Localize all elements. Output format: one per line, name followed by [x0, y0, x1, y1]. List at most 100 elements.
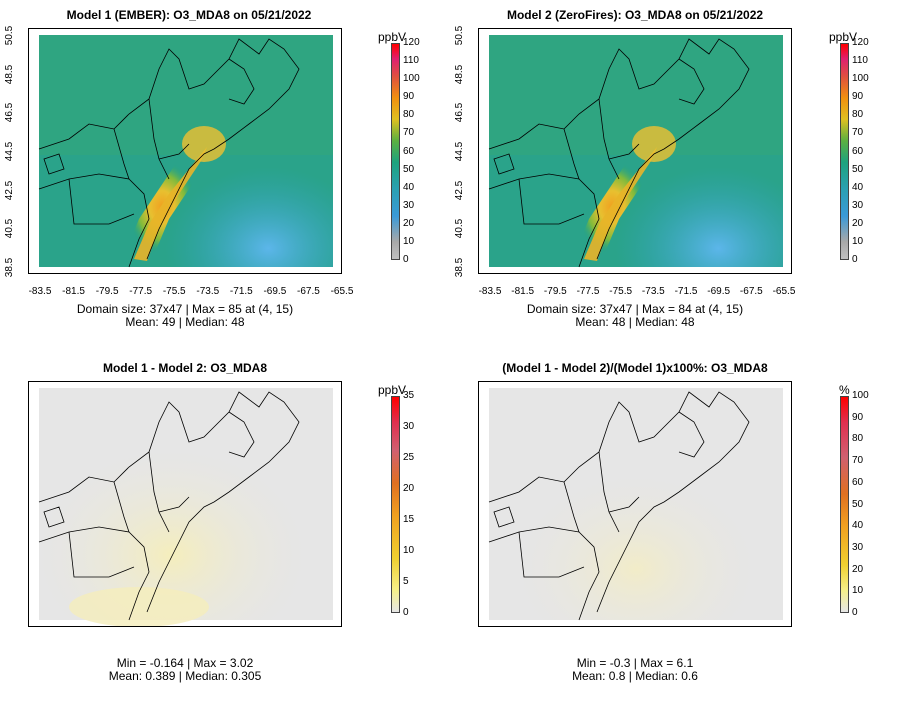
- panel-1-colorbar-tick: 110: [403, 55, 419, 67]
- panel-2-x-tick: -69.5: [707, 286, 731, 297]
- panel-2-colorbar-tick: 60: [852, 145, 864, 157]
- panel-1-y-tick: 42.5: [4, 180, 16, 200]
- panel-2-colorbar-tick: 50: [852, 163, 864, 175]
- panel-1-colorbar-tick: 30: [403, 199, 415, 211]
- panel-1-y-tick: 46.5: [4, 103, 16, 123]
- panel-4-colorbar-tick: 60: [852, 476, 864, 488]
- panel-1-y-tick: 50.5: [4, 25, 16, 46]
- panel-2-y-tick: 40.5: [454, 219, 466, 239]
- panel-2-colorbar-tick: 0: [852, 254, 858, 265]
- panel-1-colorbar-tick: 50: [403, 163, 415, 175]
- panel-3-borders: [38, 391, 300, 621]
- panel-4-colorbar-unit: %: [839, 383, 850, 397]
- panel-4-colorbar-tick: 10: [852, 585, 864, 597]
- panel-1-x-tick: -83.5: [28, 286, 52, 297]
- panel-1-x-tick: -65.5: [330, 286, 354, 297]
- panel-4-colorbar-tick: 80: [852, 433, 864, 445]
- panel-2-x-tick: -65.5: [772, 286, 796, 297]
- panel-2-x-tick: -79.5: [543, 286, 567, 297]
- panel-4-colorbar-tick: 50: [852, 498, 864, 510]
- panel-3-stats-line1: Min = -0.164 | Max = 3.02: [116, 656, 254, 670]
- panel-1-x-tick: -67.5: [297, 286, 320, 297]
- panel-4-stats-line2: Mean: 0.8 | Median: 0.6: [572, 669, 698, 683]
- panel-1-colorbar-tick: 40: [403, 181, 415, 193]
- panel-1-map[interactable]: [28, 28, 342, 274]
- panel-2-x-tick: -83.5: [478, 286, 502, 297]
- panel-2-y-tick: 42.5: [454, 180, 466, 200]
- panel-3-title: Model 1 - Model 2: O3_MDA8: [102, 361, 268, 375]
- panel-1-x-tick: -69.5: [263, 286, 287, 297]
- panel-3-colorbar-tick: 30: [403, 421, 415, 432]
- panel-2-colorbar-tick: 80: [852, 109, 864, 121]
- panel-1-x-tick: -71.5: [229, 286, 253, 297]
- panel-4-colorbar-tick: 30: [852, 541, 864, 553]
- panel-4-colorbar-tick: 90: [852, 411, 864, 423]
- panel-2-y-tick: 38.5: [454, 257, 466, 278]
- panel-2-colorbar-tick: 70: [852, 127, 864, 139]
- panel-4-stats-line1: Min = -0.3 | Max = 6.1: [576, 656, 694, 670]
- panel-1-x-tick: -79.5: [95, 286, 119, 297]
- panel-1-title: Model 1 (EMBER): O3_MDA8 on 05/21/2022: [66, 8, 312, 22]
- panel-1-colorbar-tick: 60: [403, 145, 415, 157]
- panel-3-map[interactable]: [28, 381, 342, 627]
- panel-1-y-tick: 38.5: [4, 257, 16, 278]
- panel-3-stats-line2: Mean: 0.389 | Median: 0.305: [108, 669, 262, 683]
- panel-2-x-tick: -77.5: [576, 286, 600, 297]
- panel-1-y-tick: 48.5: [4, 64, 16, 84]
- panel-2-x-tick: -67.5: [739, 286, 763, 297]
- panel-2-colorbar-tick: 100: [852, 73, 869, 85]
- panel-2-y-tick: 50.5: [454, 25, 466, 46]
- panel-1-x-tick: -81.5: [62, 286, 85, 297]
- panel-2-colorbar-tick: 110: [852, 55, 868, 67]
- panel-1-colorbar-tick: 80: [403, 109, 415, 121]
- panel-2-y-tick: 44.5: [454, 141, 466, 162]
- panel-1-colorbar: [391, 43, 400, 260]
- panel-2-stats-line2: Mean: 48 | Median: 48: [575, 315, 695, 329]
- panel-2-colorbar-tick: 90: [852, 91, 864, 103]
- panel-3-colorbar-tick: 10: [403, 545, 415, 556]
- panel-4-title: (Model 1 - Model 2)/(Model 1)x100%: O3_M…: [502, 361, 768, 375]
- panel-2-colorbar-unit: ppbV: [829, 30, 858, 44]
- panel-1-ozone-field: [38, 35, 333, 268]
- panel-2-colorbar-tick: 30: [852, 199, 864, 211]
- panel-3-colorbar-unit: ppbV: [378, 383, 407, 397]
- panel-2-map[interactable]: [478, 28, 792, 274]
- panel-4-map[interactable]: [478, 381, 792, 627]
- panel-2-x-tick: -81.5: [511, 286, 535, 297]
- panel-1-colorbar-tick: 0: [403, 254, 409, 265]
- panel-4-colorbar: [840, 396, 849, 613]
- panel-3-colorbar: [391, 396, 400, 613]
- panel-2-y-tick: 48.5: [454, 64, 466, 84]
- panel-1-colorbar-unit: ppbV: [378, 30, 407, 44]
- panel-1-stats-line1: Domain size: 37x47 | Max = 85 at (4, 15): [76, 302, 294, 316]
- panel-4-colorbar-tick: 100: [852, 390, 869, 401]
- panel-1-x-tick: -73.5: [196, 286, 220, 297]
- panel-2-borders: [488, 38, 750, 268]
- panel-1-colorbar-tick: 100: [403, 73, 420, 85]
- panel-2-x-tick: -75.5: [609, 286, 633, 297]
- panel-2-colorbar-tick: 20: [852, 217, 864, 229]
- panel-3-colorbar-tick: 5: [403, 576, 409, 587]
- panel-1-colorbar-tick: 90: [403, 91, 415, 103]
- panel-4-colorbar-tick: 20: [852, 563, 864, 575]
- panel-2-ozone-field: [488, 35, 783, 268]
- panel-1-x-tick: -77.5: [129, 286, 153, 297]
- panel-1-y-tick: 44.5: [4, 141, 16, 162]
- panel-1-x-tick: -75.5: [162, 286, 186, 297]
- panel-2-title: Model 2 (ZeroFires): O3_MDA8 on 05/21/20…: [506, 8, 764, 22]
- panel-1-borders: [38, 38, 300, 268]
- panel-4-colorbar-tick: 0: [852, 607, 858, 618]
- panel-2-colorbar-tick: 10: [852, 235, 864, 247]
- panel-1-colorbar-tick: 20: [403, 217, 415, 229]
- panel-2-x-tick: -71.5: [674, 286, 698, 297]
- panel-4-pct-field: [488, 388, 783, 621]
- panel-4-borders: [488, 391, 750, 621]
- panel-3-colorbar-tick: 15: [403, 514, 415, 525]
- panel-2-y-tick: 46.5: [454, 103, 466, 123]
- panel-1-colorbar-tick: 10: [403, 235, 415, 247]
- panel-4-colorbar-tick: 70: [852, 455, 864, 467]
- panel-2-stats-line1: Domain size: 37x47 | Max = 84 at (4, 15): [526, 302, 744, 316]
- panel-4-colorbar-tick: 40: [852, 520, 864, 532]
- panel-1-colorbar-tick: 120: [403, 37, 420, 48]
- panel-3-colorbar-tick: 35: [403, 390, 415, 401]
